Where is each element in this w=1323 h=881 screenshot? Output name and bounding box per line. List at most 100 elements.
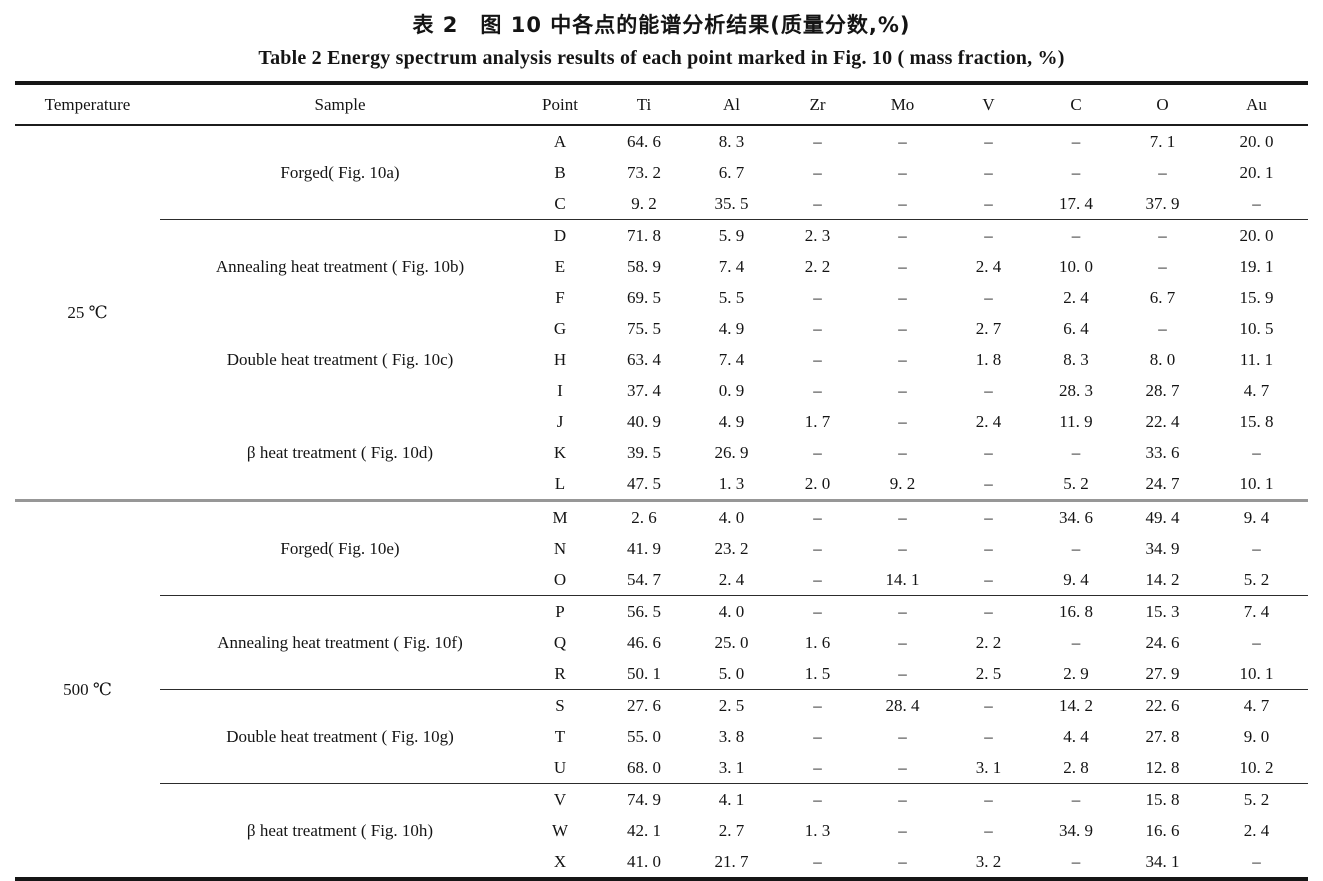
cell-zr: – [813,507,822,527]
cell-ti: 40. 9 [627,411,661,431]
cell-au: 20. 0 [1239,131,1274,151]
table-row: K 39. 5 26. 9 – – – – 33. 6 – [15,437,1308,468]
cell-al: 35. 5 [688,188,775,220]
cell-au: 10. 1 [1205,468,1308,502]
cell-al: 3. 8 [718,726,745,746]
cell-ti: 56. 5 [627,601,661,621]
cell-mo: – [898,349,907,369]
cell-mo: – [898,442,907,462]
cell-au: 4. 7 [1243,695,1270,715]
cell-o: 15. 8 [1145,789,1180,809]
cell-zr: – [813,538,822,558]
table-row: I 37. 4 0. 9 – – – 28. 3 28. 7 4. 7 [15,375,1308,406]
cell-c: 4. 4 [1063,726,1089,746]
cell-zr: – [813,318,822,338]
cell-v: 2. 7 [975,318,1002,338]
cell-al: 1. 3 [688,468,775,502]
cell-zr: – [813,131,822,151]
cell-point: L [520,468,600,502]
cell-c: – [1071,131,1081,151]
column-header-mo: Mo [860,83,945,126]
cell-c: – [1071,225,1081,245]
cell-temperature: 25 ℃ [15,125,160,502]
cell-c: – [1071,851,1081,871]
cell-v: – [984,225,993,245]
cell-ti: 2. 6 [631,507,657,527]
cell-point: H [553,349,567,369]
cell-zr: 1. 7 [804,411,831,431]
cell-v: – [984,507,993,527]
cell-point: G [553,318,567,338]
cell-al: 8. 3 [718,131,745,151]
cell-point: V [553,789,567,809]
cell-au: 5. 2 [1205,564,1308,596]
cell-v: – [984,538,993,558]
table-body: 25 ℃ Forged( Fig. 10a) A 64. 6 8. 3 – – – – 7. 1 2… [15,125,1308,879]
cell-c: 14. 2 [1059,695,1093,715]
table-row: N 41. 9 23. 2 – – – – 34. 9 – [15,533,1308,564]
cell-v: 2. 4 [975,411,1002,431]
cell-point: Q [553,632,567,652]
cell-mo: – [860,188,945,220]
cell-temperature: 500 ℃ [63,679,112,699]
cell-c: 8. 3 [1063,349,1089,369]
cell-zr: 2. 0 [775,468,860,502]
cell-ti: 74. 9 [627,789,661,809]
table-row: H 63. 4 7. 4 – – 1. 8 8. 3 8. 0 11. 1 [15,344,1308,375]
column-header-ti: Ti [600,83,688,126]
cell-point: X [553,851,567,871]
cell-o: 6. 7 [1149,287,1176,307]
cell-c: 28. 3 [1059,380,1093,400]
cell-sample: β heat treatment ( Fig. 10h) [246,820,434,840]
cell-ti: 42. 1 [627,820,661,840]
table-row: U 68. 0 3. 1– –3. 1 2. 8 12. 8 10. 2 [15,752,1308,784]
cell-ti: 46. 6 [627,632,661,652]
cell-ti: 50. 1 [600,658,688,690]
cell-zr: 1. 5 [775,658,860,690]
cell-al: 2. 4 [688,564,775,596]
cell-ti: 41. 9 [627,538,661,558]
cell-mo: – [898,411,907,431]
cell-o: 14. 2 [1120,564,1205,596]
cell-ti: 37. 4 [627,380,661,400]
cell-zr: 1. 3 [804,820,831,840]
table-row: X 41. 0 21. 7 – – 3. 2 – 34. 1 – [15,846,1308,879]
cell-v: – [984,820,993,840]
cell-sample: Annealing heat treatment ( Fig. 10f) [160,595,520,690]
cell-o: – [1158,225,1167,245]
cell-mo: – [898,632,907,652]
cell-v: – [945,564,1032,596]
cell-o: – [1158,256,1167,276]
cell-o: – [1158,162,1167,182]
cell-point: E [554,256,566,276]
cell-o: 33. 6 [1145,442,1180,462]
cell-c: 5. 2 [1032,468,1120,502]
cell-au: 9. 0 [1243,726,1270,746]
table-row: R 50. 1 5. 0 1. 5–2. 5 2. 9 27. 9 10. 1 [15,658,1308,690]
table-row: Annealing heat treatment ( Fig. 10f) P 56.… [15,595,1308,690]
cell-ti: 41. 0 [627,851,661,871]
cell-au: 2. 4 [1243,820,1270,840]
cell-al: 25. 0 [714,632,749,652]
cell-o: 34. 9 [1145,538,1180,558]
cell-point: R [520,658,600,690]
cell-zr: – [775,188,860,220]
cell-au: 15. 9 [1239,287,1274,307]
cell-o: 24. 7 [1120,468,1205,502]
table-header: Temperature Sample Point Ti Al Zr Mo V C O Au [15,83,1308,126]
cell-ti: 58. 9 [627,256,661,276]
energy-spectrum-table: Temperature Sample Point Ti Al Zr Mo V C O Au 25 ℃… [15,81,1308,881]
cell-sample: Forged( Fig. 10a) [160,125,520,220]
cell-o: 27. 8 [1145,726,1180,746]
column-header-c: C [1032,83,1120,126]
cell-zr: – [813,380,822,400]
cell-v: – [984,162,993,182]
cell-ti: 75. 5 [627,318,661,338]
header-row: Temperature Sample Point Ti Al Zr Mo V C O Au [15,83,1308,126]
cell-sample: β heat treatment ( Fig. 10d) [160,406,520,502]
cell-o: 7. 1 [1149,131,1176,151]
cell-au: 20. 0 [1239,225,1274,245]
column-header-al: Al [688,83,775,126]
cell-c: – [1071,162,1081,182]
